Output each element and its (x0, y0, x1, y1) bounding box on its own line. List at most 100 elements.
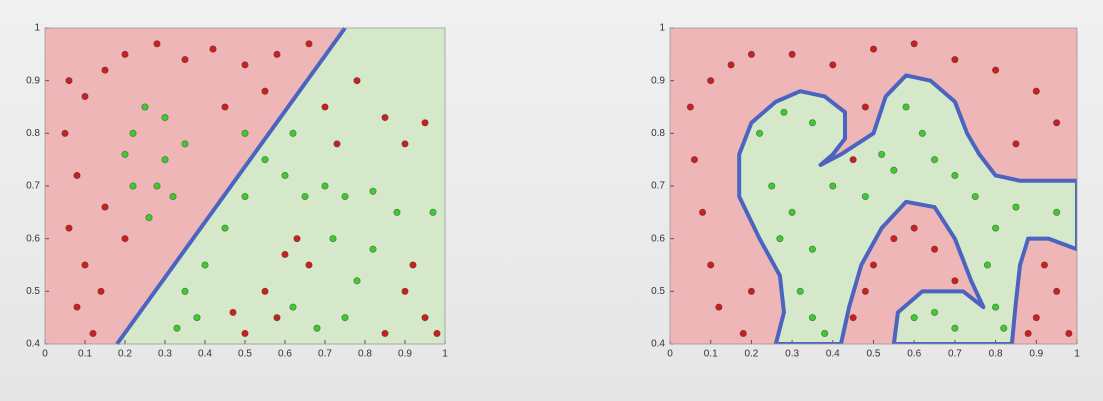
data-point (381, 113, 389, 122)
data-point (707, 261, 715, 269)
data-point (910, 40, 918, 48)
y-tick-label: 0.9 (651, 75, 665, 86)
data-point (1012, 140, 1020, 148)
x-tick-label: 0.8 (358, 349, 372, 360)
data-point (129, 129, 137, 137)
data-point (699, 208, 707, 216)
plot-frame (669, 27, 1078, 345)
y-tick-label: 0.5 (26, 286, 40, 297)
data-point (861, 192, 869, 201)
data-point (293, 235, 301, 243)
data-point (1053, 208, 1061, 216)
data-point (241, 129, 249, 137)
data-point (241, 192, 249, 201)
data-point (983, 261, 992, 269)
data-point (73, 303, 81, 311)
data-point (910, 314, 918, 322)
data-point (1012, 203, 1020, 211)
x-tick-label: 0 (667, 349, 673, 360)
data-point (201, 261, 209, 269)
data-point (788, 208, 796, 216)
data-point (221, 224, 229, 232)
class-region (117, 28, 445, 344)
data-point (121, 50, 129, 58)
data-point (353, 277, 361, 285)
data-point (707, 77, 715, 85)
data-point (429, 208, 437, 216)
data-point (289, 303, 297, 311)
data-point (393, 208, 401, 216)
data-point (241, 61, 249, 69)
data-point (768, 182, 776, 190)
data-point (780, 108, 788, 116)
data-point (861, 103, 869, 111)
data-point (930, 156, 939, 164)
data-point (755, 129, 764, 137)
data-point (329, 235, 337, 243)
data-point (145, 214, 153, 222)
x-tick-label: 0.5 (238, 349, 252, 360)
data-point (73, 171, 81, 180)
data-point (808, 314, 817, 322)
data-point (121, 235, 129, 243)
data-point (153, 40, 161, 48)
data-point (951, 56, 959, 64)
data-point (229, 308, 237, 316)
data-point (918, 129, 926, 137)
plot-frame (44, 27, 446, 345)
data-point (121, 150, 129, 158)
data-point (971, 192, 979, 201)
y-tick-label: 0.4 (651, 339, 665, 350)
data-point (849, 156, 857, 164)
data-point (153, 182, 161, 190)
data-point (808, 119, 817, 127)
data-point (686, 103, 694, 111)
y-tick-label: 0.7 (651, 181, 665, 192)
y-tick-label: 0.8 (26, 128, 40, 139)
y-tick-label: 1 (659, 23, 665, 34)
x-tick-label: 0.1 (704, 349, 718, 360)
data-point (321, 103, 329, 111)
data-point (1065, 329, 1073, 338)
data-point (1032, 87, 1040, 95)
data-point (369, 187, 377, 195)
data-point (281, 250, 289, 259)
data-point (930, 245, 939, 253)
x-tick-label: 0.7 (948, 349, 962, 360)
x-tick-label: 0 (42, 349, 48, 360)
x-tick-label: 0.8 (989, 349, 1003, 360)
data-point (902, 103, 910, 111)
y-tick-label: 1 (34, 23, 40, 34)
decision-boundary (115, 26, 347, 346)
data-point (209, 45, 217, 53)
data-point (808, 245, 817, 253)
data-point (747, 287, 755, 295)
data-point (101, 66, 109, 74)
data-point (829, 61, 837, 69)
data-point (829, 182, 837, 190)
data-point (305, 40, 313, 48)
data-point (739, 329, 747, 338)
data-point (951, 171, 959, 180)
data-point (369, 245, 377, 253)
data-point (951, 277, 959, 285)
data-point (1032, 314, 1040, 322)
data-point (992, 303, 1000, 311)
y-tick-label: 0.6 (26, 233, 40, 244)
data-point (301, 192, 309, 201)
x-tick-label: 0.2 (744, 349, 758, 360)
data-point (381, 329, 389, 338)
data-point (65, 77, 73, 85)
data-point (101, 203, 109, 211)
data-point (61, 129, 69, 137)
data-point (261, 287, 269, 295)
data-point (1040, 261, 1048, 269)
data-point (861, 287, 869, 295)
y-tick-label: 0.6 (651, 233, 665, 244)
data-point (89, 329, 97, 338)
y-tick-label: 0.9 (26, 75, 40, 86)
data-point (261, 87, 269, 95)
data-point (161, 156, 169, 164)
